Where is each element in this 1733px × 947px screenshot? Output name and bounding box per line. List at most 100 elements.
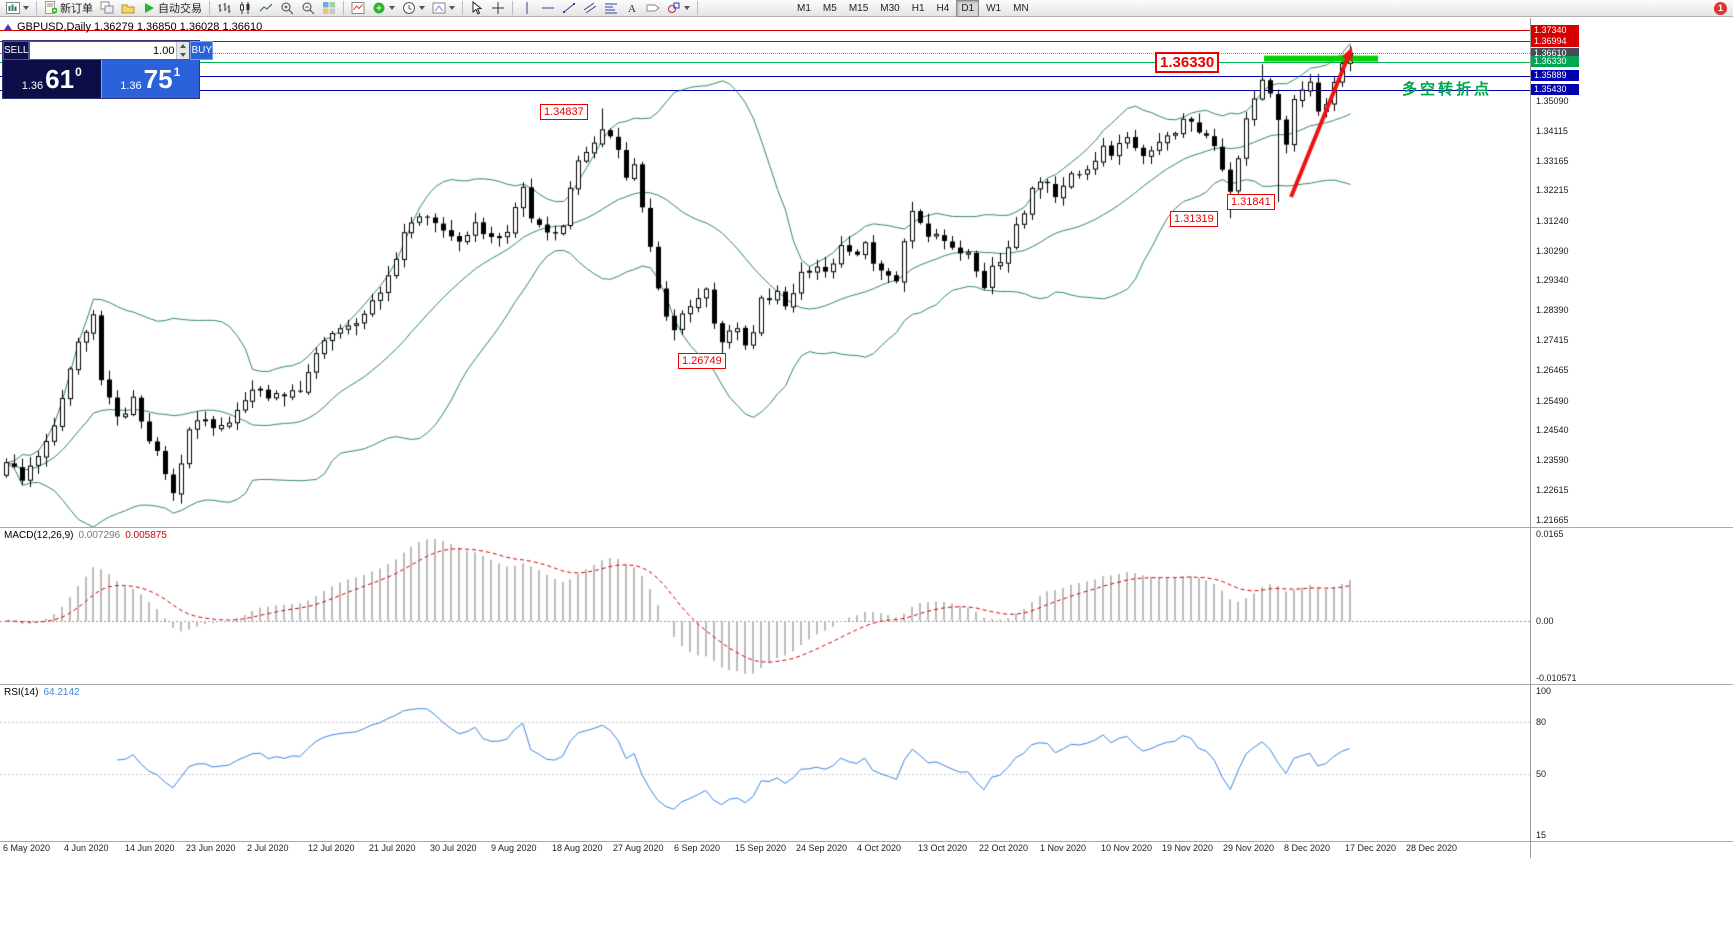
- buy-button[interactable]: BUY: [190, 41, 214, 60]
- date-axis-label: 10 Nov 2020: [1101, 843, 1153, 853]
- volume-decrease-button[interactable]: [177, 51, 189, 60]
- new-order-icon: [45, 1, 57, 14]
- zoom-out-icon: [302, 2, 315, 15]
- profiles-button[interactable]: [118, 0, 138, 17]
- toolbar-separator: [36, 1, 37, 15]
- toolbar-separator: [462, 1, 463, 15]
- timeframe-toolbar: M1 M5 M15 M30 H1 H4 D1 W1 MN: [792, 0, 1034, 17]
- timeframe-d1[interactable]: D1: [956, 0, 980, 17]
- timeframe-m15[interactable]: M15: [848, 2, 869, 14]
- new-order-button[interactable]: 新订单: [41, 0, 96, 17]
- date-axis-label: 28 Dec 2020: [1406, 843, 1458, 853]
- sell-button[interactable]: SELL: [3, 41, 30, 60]
- bull-bear-turning-point-annotation[interactable]: 多空转折点: [1402, 81, 1493, 98]
- date-axis-label: 21 Jul 2020: [369, 843, 416, 853]
- toolbar-separator: [343, 1, 344, 15]
- rsi-axis-tick: 15: [1536, 830, 1547, 840]
- label-button[interactable]: [643, 0, 663, 17]
- zoom-out-button[interactable]: [298, 0, 318, 17]
- cursor-button[interactable]: [467, 0, 487, 17]
- fibonacci-button[interactable]: [601, 0, 621, 17]
- macd-name: MACD(12,26,9): [4, 530, 74, 541]
- notification-badge[interactable]: 1: [1714, 1, 1727, 15]
- price-axis-tick: 1.33165: [1536, 155, 1569, 166]
- macd-axis-tick: -0.010571: [1536, 673, 1577, 683]
- crosshair-icon: [492, 2, 504, 14]
- periods-button[interactable]: [399, 0, 428, 17]
- main-toolbar: 新订单 自动交易: [0, 0, 1733, 17]
- line-chart-button[interactable]: [256, 0, 276, 17]
- macd-axis-tick: 0.0165: [1536, 529, 1564, 539]
- candlestick-chart-icon: [240, 2, 250, 14]
- autotrading-label: 自动交易: [158, 3, 202, 15]
- rsi-pane-canvas[interactable]: [0, 685, 1530, 841]
- autotrading-button[interactable]: 自动交易: [139, 0, 205, 17]
- date-axis-label: 2 Jul 2020: [247, 843, 289, 853]
- chevron-down-icon: [449, 6, 455, 10]
- price-badge-1.35430: 1.35430: [1531, 84, 1579, 96]
- price-badge-1.36994: 1.36994: [1531, 35, 1579, 47]
- buy-price-button[interactable]: 1.36 75 1: [100, 60, 199, 98]
- chevron-down-icon: [684, 6, 690, 10]
- trendline-button[interactable]: [559, 0, 579, 17]
- bar-chart-button[interactable]: [214, 0, 234, 17]
- timeframe-m5[interactable]: M5: [822, 2, 837, 14]
- sell-price-small: 1.36: [21, 80, 44, 92]
- bar-chart-icon: [218, 3, 231, 13]
- macd-signal-value: 0.005875: [125, 530, 167, 541]
- rsi-axis-tick: 80: [1536, 716, 1547, 727]
- price-axis-tick: 1.22615: [1536, 485, 1569, 496]
- collapse-panel-icon[interactable]: [4, 24, 12, 30]
- volume-input[interactable]: [30, 42, 177, 59]
- shapes-button[interactable]: [664, 0, 693, 17]
- price-axis-tick: 1.25490: [1536, 395, 1569, 406]
- date-axis-label: 27 Aug 2020: [613, 843, 664, 853]
- timeframe-m30[interactable]: M30: [880, 2, 900, 14]
- candlestick-chart-button[interactable]: [235, 0, 255, 17]
- date-axis-label: 4 Oct 2020: [857, 843, 902, 853]
- timeframe-mn[interactable]: MN: [1013, 2, 1029, 14]
- horizontal-line-button[interactable]: [538, 0, 558, 17]
- chevron-down-icon: [389, 6, 395, 10]
- sell-price-sup: 0: [75, 65, 82, 79]
- new-chart-button[interactable]: [3, 0, 32, 17]
- zoom-in-icon: [281, 2, 294, 15]
- profiles-icon: [121, 4, 135, 14]
- charts-cascade-icon: [100, 1, 114, 14]
- price-badge-1.37340: 1.37340: [1531, 24, 1579, 36]
- vertical-line-icon: [526, 2, 528, 14]
- timeframe-h4[interactable]: H4: [936, 2, 950, 14]
- buy-price-small: 1.36: [120, 80, 142, 92]
- channel-button[interactable]: [580, 0, 600, 17]
- date-axis-label: 17 Dec 2020: [1345, 843, 1397, 853]
- indicators-list-button[interactable]: [348, 0, 368, 17]
- charts-cascade-button[interactable]: [97, 0, 117, 17]
- chart-title-text: GBPUSD,Daily 1.36279 1.36850 1.36028 1.3…: [17, 21, 263, 33]
- date-axis-label: 15 Sep 2020: [735, 843, 787, 853]
- chevron-down-icon: [23, 6, 29, 10]
- templates-button[interactable]: [429, 0, 458, 17]
- price-badge-1.36610: 1.36610: [1531, 47, 1579, 59]
- price-badge-1.36330: 1.36330: [1531, 56, 1579, 68]
- price-axis-tick: 1.28390: [1536, 304, 1569, 315]
- date-axis-label: 18 Aug 2020: [552, 843, 603, 853]
- add-indicator-button[interactable]: [369, 0, 398, 17]
- zoom-in-button[interactable]: [277, 0, 297, 17]
- volume-increase-button[interactable]: [177, 42, 189, 51]
- templates-icon: [432, 2, 446, 14]
- main-chart-canvas[interactable]: [0, 18, 1530, 527]
- macd-pane-canvas[interactable]: [0, 528, 1530, 684]
- text-button[interactable]: A: [622, 0, 642, 17]
- date-axis-label: 12 Jul 2020: [308, 843, 355, 853]
- chart-title: GBPUSD,Daily 1.36279 1.36850 1.36028 1.3…: [4, 21, 262, 33]
- timeframe-m1[interactable]: M1: [797, 2, 811, 14]
- vertical-line-button[interactable]: [517, 0, 537, 17]
- timeframe-h1[interactable]: H1: [911, 2, 925, 14]
- date-axis-label: 23 Jun 2020: [186, 843, 236, 853]
- date-axis-label: 19 Nov 2020: [1162, 843, 1214, 853]
- crosshair-button[interactable]: [488, 0, 508, 17]
- new-order-label: 新订单: [60, 3, 93, 15]
- timeframe-w1[interactable]: W1: [986, 2, 1002, 14]
- sell-price-button[interactable]: 1.36 61 0: [3, 60, 101, 98]
- tile-windows-button[interactable]: [319, 0, 339, 17]
